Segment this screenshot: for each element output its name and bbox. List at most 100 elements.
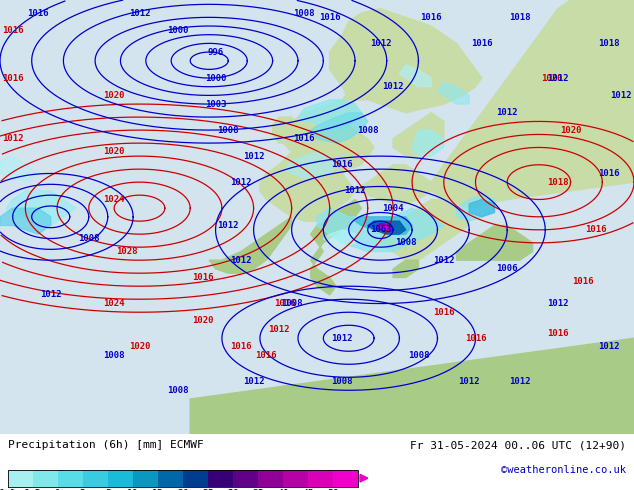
Text: 1016: 1016: [256, 351, 277, 360]
Text: 1024: 1024: [103, 195, 125, 204]
Text: 2: 2: [80, 489, 86, 490]
Text: 1020: 1020: [541, 74, 562, 82]
Polygon shape: [355, 165, 431, 204]
Text: 1012: 1012: [268, 325, 290, 334]
Polygon shape: [330, 9, 482, 113]
Text: 1008: 1008: [167, 386, 188, 395]
Text: 1018: 1018: [509, 13, 531, 22]
Text: 1016: 1016: [585, 225, 607, 234]
Polygon shape: [412, 130, 444, 156]
Polygon shape: [311, 199, 361, 295]
Polygon shape: [393, 113, 444, 156]
Text: 1012: 1012: [496, 108, 518, 117]
Polygon shape: [311, 113, 368, 143]
Text: 35: 35: [252, 489, 264, 490]
Text: 1012: 1012: [243, 377, 264, 386]
Text: 0.1: 0.1: [0, 489, 16, 490]
Text: 1012: 1012: [344, 186, 366, 196]
Text: 996: 996: [207, 48, 224, 56]
Polygon shape: [6, 191, 76, 225]
Text: 1016: 1016: [598, 169, 619, 178]
Text: 1028: 1028: [116, 247, 138, 256]
Text: 1016: 1016: [471, 39, 493, 48]
Text: 1018: 1018: [547, 178, 569, 187]
Polygon shape: [342, 87, 368, 100]
Polygon shape: [308, 470, 333, 487]
Polygon shape: [0, 156, 38, 182]
Text: 1020: 1020: [192, 317, 214, 325]
Polygon shape: [469, 199, 495, 217]
Text: 1012: 1012: [243, 151, 264, 161]
Text: 1012: 1012: [547, 299, 569, 308]
Text: 1016: 1016: [332, 160, 353, 169]
Polygon shape: [399, 65, 431, 87]
Polygon shape: [283, 470, 308, 487]
Polygon shape: [0, 0, 634, 434]
Text: 1012: 1012: [230, 256, 252, 265]
Text: 1018: 1018: [598, 39, 619, 48]
Text: 1016: 1016: [27, 8, 49, 18]
Text: 1000: 1000: [205, 74, 226, 82]
Text: 1012: 1012: [547, 74, 569, 82]
Text: 1016: 1016: [2, 74, 23, 82]
Text: 1063: 1063: [370, 225, 391, 234]
Text: 1012: 1012: [2, 134, 23, 143]
Polygon shape: [317, 208, 444, 251]
Text: 1016: 1016: [2, 26, 23, 35]
Text: 1012: 1012: [611, 91, 632, 100]
Text: 1008: 1008: [78, 234, 100, 243]
Text: 30: 30: [227, 489, 239, 490]
Text: 1016: 1016: [319, 13, 340, 22]
Polygon shape: [273, 117, 298, 143]
Text: 10: 10: [127, 489, 139, 490]
Text: 1: 1: [55, 489, 61, 490]
Polygon shape: [208, 470, 233, 487]
Polygon shape: [333, 470, 358, 487]
Text: 1008: 1008: [217, 125, 239, 135]
Text: Fr 31-05-2024 00..06 UTC (12+90): Fr 31-05-2024 00..06 UTC (12+90): [410, 441, 626, 450]
Polygon shape: [82, 470, 108, 487]
Text: 1003: 1003: [205, 99, 226, 109]
Polygon shape: [158, 470, 183, 487]
Text: 1016: 1016: [433, 308, 455, 317]
Text: 1008: 1008: [294, 8, 315, 18]
Polygon shape: [260, 165, 355, 221]
Polygon shape: [133, 470, 158, 487]
Text: 1008: 1008: [103, 351, 125, 360]
Text: 1012: 1012: [433, 256, 455, 265]
Polygon shape: [183, 470, 208, 487]
Polygon shape: [258, 470, 283, 487]
Text: 1016: 1016: [275, 299, 296, 308]
Polygon shape: [0, 208, 51, 234]
Text: 1016: 1016: [420, 13, 442, 22]
Text: 1020: 1020: [103, 91, 125, 100]
Polygon shape: [190, 338, 634, 434]
Text: 1012: 1012: [382, 82, 404, 91]
Text: 50: 50: [327, 489, 339, 490]
Text: 1020: 1020: [129, 343, 150, 351]
Text: 1016: 1016: [294, 134, 315, 143]
Polygon shape: [209, 217, 292, 273]
Text: 45: 45: [302, 489, 314, 490]
Polygon shape: [393, 260, 418, 277]
Text: 1012: 1012: [230, 178, 252, 187]
Text: 1012: 1012: [129, 8, 150, 18]
Text: ©weatheronline.co.uk: ©weatheronline.co.uk: [501, 466, 626, 475]
Text: 1000: 1000: [167, 26, 188, 35]
Polygon shape: [437, 82, 469, 104]
Text: 25: 25: [202, 489, 214, 490]
Text: 1016: 1016: [547, 329, 569, 339]
Text: 40: 40: [277, 489, 289, 490]
Text: 1008: 1008: [395, 238, 417, 247]
Polygon shape: [456, 195, 495, 221]
Text: 1008: 1008: [281, 299, 302, 308]
Text: 1008: 1008: [408, 351, 429, 360]
Polygon shape: [233, 470, 258, 487]
Polygon shape: [377, 223, 393, 232]
Text: 0.5: 0.5: [24, 489, 41, 490]
Text: 1012: 1012: [370, 39, 391, 48]
Text: 1016: 1016: [573, 277, 594, 286]
Text: 1016: 1016: [465, 334, 486, 343]
Polygon shape: [108, 470, 133, 487]
Text: 1016: 1016: [192, 273, 214, 282]
